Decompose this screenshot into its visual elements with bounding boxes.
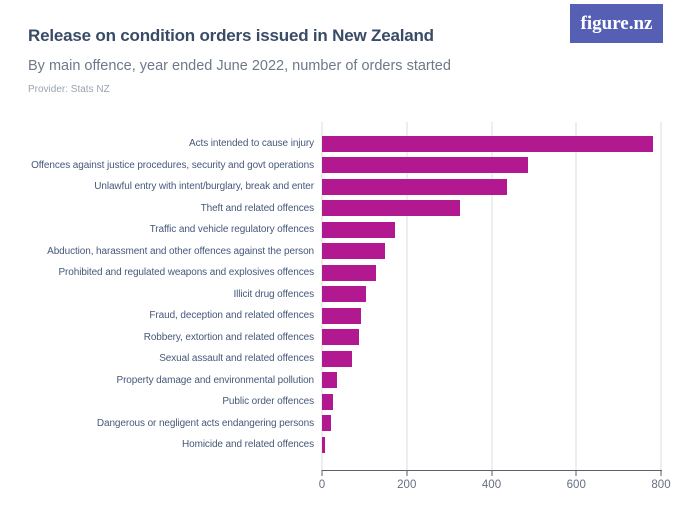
bar-4: [322, 200, 461, 217]
x-tick-label: 600: [566, 479, 586, 491]
bar-7: [322, 264, 376, 281]
x-tick: [406, 470, 408, 476]
chart-row: Offences against justice procedures, sec…: [0, 155, 661, 177]
chart-row: Sexual assault and related offences: [0, 348, 661, 370]
bar-1: [322, 135, 653, 152]
bar-3: [322, 178, 508, 195]
bar-track: [322, 372, 661, 389]
chart-row: Homicide and related offences: [0, 434, 661, 456]
bar-12: [322, 372, 337, 389]
category-label: Illicit drug offences: [233, 288, 314, 300]
bar-11: [322, 350, 353, 367]
x-tick-label: 400: [481, 479, 502, 491]
category-label: Acts intended to cause injury: [189, 138, 314, 150]
gridline-x-600: [575, 122, 577, 470]
x-tick: [491, 470, 492, 476]
bar-14: [322, 415, 332, 432]
gridline-x-800: [660, 122, 662, 470]
gridline-x-400: [491, 122, 492, 470]
bar-5: [322, 221, 396, 238]
x-tick-label: 200: [397, 479, 417, 491]
data-provider: Provider: Stats NZ: [28, 84, 110, 95]
chart-row: Property damage and environmental pollut…: [0, 370, 661, 392]
category-label: Traffic and vehicle regulatory offences: [149, 224, 314, 236]
bar-track: [322, 307, 661, 324]
category-label: Property damage and environmental pollut…: [116, 374, 315, 386]
chart-row: Theft and related offences: [0, 198, 661, 220]
bar-track: [322, 329, 661, 346]
bar-chart: Acts intended to cause injury Offences ag…: [0, 122, 700, 525]
bar-track: [322, 264, 661, 281]
bar-track: [322, 135, 661, 152]
gridline-x-200: [406, 122, 408, 470]
chart-row: Abduction, harassment and other offences…: [0, 241, 661, 263]
chart-row: Unlawful entry with intent/burglary, bre…: [0, 176, 661, 198]
chart-row: Acts intended to cause injury: [0, 133, 661, 155]
chart-rows: Acts intended to cause injury Offences ag…: [0, 133, 661, 456]
category-label: Abduction, harassment and other offences…: [47, 245, 314, 257]
x-tick: [575, 470, 577, 476]
bar-track: [322, 286, 661, 303]
bar-track: [322, 243, 661, 260]
category-label: Offences against justice procedures, sec…: [31, 159, 314, 171]
page-title: Release on condition orders issued in Ne…: [28, 26, 434, 45]
chart-row: Dangerous or negligent acts endangering …: [0, 413, 661, 435]
chart-row: Public order offences: [0, 391, 661, 413]
bar-track: [322, 393, 661, 410]
category-label: Public order offences: [222, 396, 314, 408]
bar-8: [322, 286, 367, 303]
chart-row: Traffic and vehicle regulatory offences: [0, 219, 661, 241]
bar-13: [322, 393, 334, 410]
x-tick: [321, 470, 323, 476]
x-tick-label: 0: [318, 479, 326, 491]
category-label: Sexual assault and related offences: [159, 353, 314, 365]
bar-track: [322, 200, 661, 217]
x-tick: [660, 470, 662, 476]
category-label: Homicide and related offences: [182, 439, 314, 451]
category-label: Dangerous or negligent acts endangering …: [96, 417, 314, 429]
chart-row: Robbery, extortion and related offences: [0, 327, 661, 349]
chart-row: Fraud, deception and related offences: [0, 305, 661, 327]
bar-15: [322, 436, 325, 453]
category-label: Theft and related offences: [200, 202, 315, 214]
bar-track: [322, 415, 661, 432]
category-label: Fraud, deception and related offences: [149, 310, 314, 322]
category-label: Unlawful entry with intent/burglary, bre…: [94, 181, 314, 193]
bar-9: [322, 307, 362, 324]
category-label: Prohibited and regulated weapons and exp…: [58, 267, 314, 279]
category-label: Robbery, extortion and related offences: [143, 331, 314, 343]
chart-row: Illicit drug offences: [0, 284, 661, 306]
chart-subtitle: By main offence, year ended June 2022, n…: [28, 58, 451, 74]
bar-10: [322, 329, 359, 346]
bar-track: [322, 221, 661, 238]
bar-track: [322, 350, 661, 367]
bar-6: [322, 243, 386, 260]
figure-nz-logo[interactable]: figure.nz: [570, 4, 663, 43]
bar-track: [322, 436, 661, 453]
chart-row: Prohibited and regulated weapons and exp…: [0, 262, 661, 284]
bar-2: [322, 157, 528, 174]
bar-track: [322, 178, 661, 195]
bar-track: [322, 157, 661, 174]
x-axis-line: [322, 470, 662, 471]
x-tick-label: 800: [651, 479, 671, 491]
